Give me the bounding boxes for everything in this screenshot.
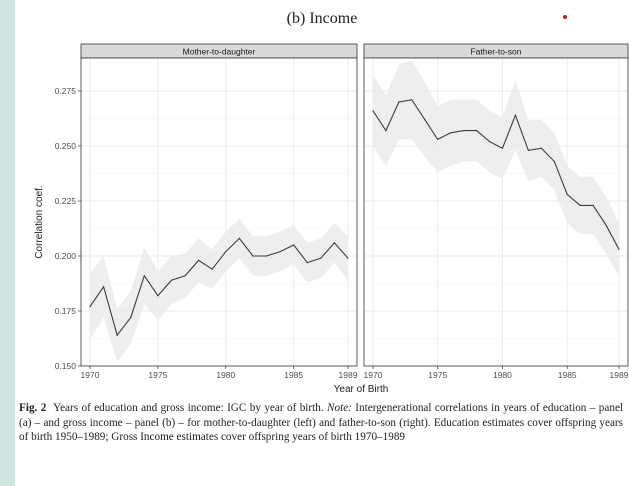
data-point (437, 138, 439, 140)
data-point (424, 119, 426, 121)
data-point (102, 286, 105, 288)
data-point (514, 114, 517, 116)
x-tick-label: 1985 (558, 370, 577, 380)
data-point (265, 255, 268, 257)
panel-mother-to-daughter: Mother-to-daughter 1970 1975 1980 1985 1989 0.… (55, 43, 358, 380)
y-tick-label: 0.175 (55, 306, 77, 316)
panel-border (363, 57, 629, 367)
data-point (225, 251, 227, 253)
figure-title: (b) Income (286, 10, 358, 27)
y-tick-label: 0.150 (55, 361, 77, 371)
x-tick-label: 1970 (364, 370, 383, 380)
income-chart: Correlation coef. Year of Birth Mother-t… (34, 43, 629, 395)
data-point (252, 255, 254, 257)
y-axis-label: Correlation coef. (34, 185, 45, 258)
data-point (170, 279, 173, 281)
caption-text-2: Intergenerational correlations in years … (19, 402, 624, 444)
data-point (320, 257, 322, 259)
figure-sheet: (b) Income Correlation coef. Year of Bir… (15, 0, 629, 486)
figure-caption: Fig. 2 Years of education and gross inco… (19, 401, 623, 445)
data-point (372, 110, 374, 112)
data-point (579, 204, 581, 206)
panel-father-to-son: Father-to-son 1970 1975 1980 1985 1989 (363, 43, 629, 380)
confidence-band (90, 218, 348, 362)
data-point (411, 99, 413, 101)
data-point (89, 306, 91, 308)
y-tick-label: 0.250 (55, 141, 77, 151)
data-point (306, 262, 308, 264)
data-point (618, 248, 620, 250)
data-point (527, 149, 529, 151)
red-dot-marker (563, 15, 567, 19)
y-tick-label: 0.225 (55, 196, 77, 206)
data-point (279, 251, 281, 253)
confidence-band (373, 60, 619, 276)
data-point (130, 317, 132, 319)
data-point (398, 101, 400, 103)
x-tick-label: 1975 (428, 370, 447, 380)
data-point (116, 334, 118, 336)
x-axis-label: Year of Birth (334, 384, 389, 395)
caption-label: Fig. 2 (19, 402, 47, 414)
data-point (488, 141, 491, 143)
data-point (501, 147, 504, 149)
series-line (372, 99, 620, 250)
data-point (540, 147, 542, 149)
data-point (333, 242, 336, 244)
data-point (566, 193, 568, 195)
data-point (184, 275, 186, 277)
data-point (347, 257, 349, 259)
data-point (463, 130, 465, 132)
data-point (238, 237, 240, 239)
y-tick-label: 0.200 (55, 251, 77, 261)
x-tick-label: 1989 (610, 370, 629, 380)
data-point (553, 160, 555, 162)
x-tick-label: 1989 (339, 370, 358, 380)
panel-border (80, 57, 358, 367)
data-point (211, 268, 213, 270)
x-tick-label: 1975 (148, 370, 167, 380)
data-point (385, 130, 387, 132)
series-line (89, 237, 349, 337)
data-point (592, 204, 594, 206)
caption-note-label: Note: (327, 402, 352, 414)
panel-title: Father-to-son (470, 47, 521, 57)
data-point (475, 130, 478, 132)
data-point (157, 295, 159, 297)
data-point (198, 259, 200, 261)
panel-title: Mother-to-daughter (183, 47, 256, 57)
data-point (143, 275, 145, 277)
caption-text-1: Years of education and gross income: IGC… (53, 402, 324, 414)
x-tick-label: 1970 (81, 370, 100, 380)
x-tick-label: 1980 (216, 370, 235, 380)
data-point (293, 244, 295, 246)
y-tick-label: 0.275 (55, 86, 77, 96)
data-point (605, 224, 607, 226)
data-point (450, 132, 452, 134)
x-tick-label: 1985 (284, 370, 303, 380)
x-tick-label: 1980 (493, 370, 512, 380)
